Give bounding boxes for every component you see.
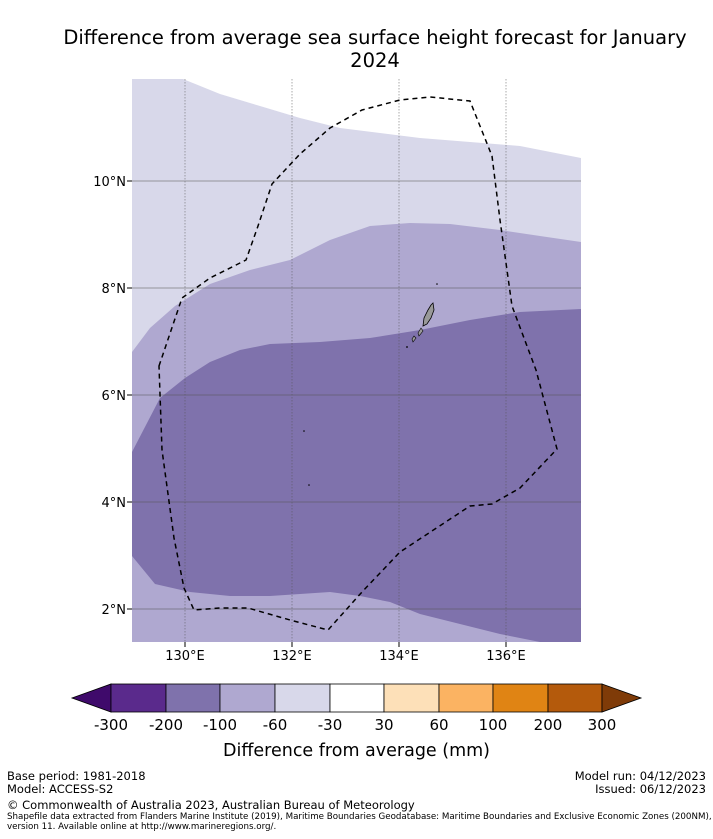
colorbar-tick-label: 300 [588,716,617,734]
x-tick-label: 134°E [379,649,419,664]
x-axis: 130°E 132°E 134°E 136°E [165,642,526,664]
map-title: Difference from average sea surface heig… [63,26,687,72]
y-tick-label: 2°N [102,603,127,618]
x-tick-label: 132°E [272,649,312,664]
colorbar-segment [329,683,385,713]
model-run-text: Model run: 04/12/2023 [574,769,706,783]
colorbar-tick-label: -60 [263,716,288,734]
y-tick-label: 8°N [102,282,127,297]
colorbar-segment [547,683,603,713]
eez-boundary [158,96,558,631]
anomaly-band-minus200-minus100 [132,309,581,642]
colorbar-segment [110,683,167,713]
base-period-text: Base period: 1981-2018 [7,769,146,783]
x-tick-label: 136°E [486,649,526,664]
y-tick-label: 6°N [102,389,127,404]
colorbar-segment [438,683,494,713]
colorbar-extend-high [601,683,643,713]
colorbar: -300 -200 -100 -60 -30 30 60 100 200 300 [70,683,643,734]
colorbar-title: Difference from average (mm) [222,741,491,761]
colorbar-segment [219,683,276,713]
colorbar-segment [274,683,331,713]
map-plot-area [132,79,581,642]
colorbar-segment [383,683,440,713]
x-tick-label: 130°E [165,649,205,664]
palau-islands [303,283,438,486]
colorbar-tick-label: 100 [479,716,508,734]
copyright-text: © Commonwealth of Australia 2023, Austra… [7,798,415,812]
y-tick-label: 10°N [93,175,126,190]
colorbar-tick-label: -200 [149,716,183,734]
colorbar-tick-label: 30 [374,716,393,734]
colorbar-tick-label: -30 [318,716,343,734]
colorbar-tick-label: -300 [94,716,128,734]
colorbar-segment [492,683,549,713]
shapefile-credit-text: Shapefile data extracted from Flanders M… [7,812,712,832]
model-text: Model: ACCESS-S2 [7,782,114,796]
colorbar-extend-low [70,683,112,713]
colorbar-tick-label: 200 [534,716,563,734]
colorbar-segment [165,683,221,713]
colorbar-tick-label: -100 [203,716,237,734]
issued-text: Issued: 06/12/2023 [595,782,706,796]
y-tick-label: 4°N [102,496,127,511]
colorbar-tick-label: 60 [429,716,448,734]
y-axis: 10°N 8°N 6°N 4°N 2°N [93,175,132,618]
